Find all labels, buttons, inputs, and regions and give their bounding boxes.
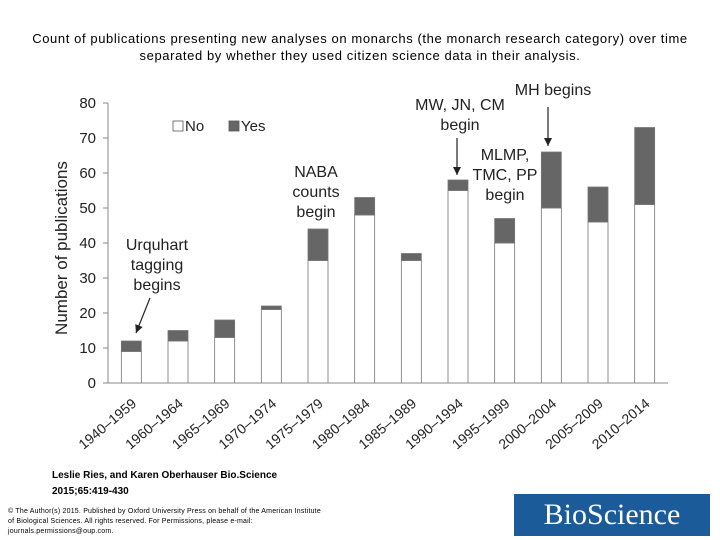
annotation-arrowhead bbox=[135, 324, 143, 333]
annotation-text: Urquhart bbox=[126, 237, 189, 254]
copyright-line-3: journals.permissions@oup.com. bbox=[8, 528, 114, 535]
bar-yes bbox=[634, 127, 656, 205]
stacked-bar-chart: 0 10 20 30 40 50 60 70 80 1940–19591960–19641965… bbox=[52, 82, 668, 452]
bar-no bbox=[354, 214, 376, 384]
annotation-text: NABA bbox=[294, 164, 338, 181]
legend-swatch-yes bbox=[228, 120, 240, 132]
y-tick-label: 0 bbox=[88, 375, 96, 392]
annotation-text: counts bbox=[292, 184, 339, 201]
annotation-text: MLMP, bbox=[481, 147, 530, 164]
bar-no bbox=[260, 309, 282, 384]
bar-no bbox=[494, 242, 516, 384]
bar-yes bbox=[167, 330, 189, 342]
y-tick-label: 50 bbox=[79, 200, 96, 217]
y-tick-label: 60 bbox=[79, 165, 96, 182]
bar-yes bbox=[494, 218, 516, 244]
bar-yes bbox=[120, 340, 142, 352]
bar-no bbox=[587, 221, 609, 384]
annotation-arrowhead bbox=[453, 167, 461, 175]
legend-label-yes: Yes bbox=[241, 118, 265, 135]
bar-yes bbox=[214, 319, 236, 338]
bar-no bbox=[120, 351, 142, 384]
page-title: Count of publications presenting new ana… bbox=[32, 31, 688, 63]
bar-yes bbox=[447, 179, 469, 191]
y-tick-label: 80 bbox=[79, 95, 96, 112]
annotation-arrowhead bbox=[544, 138, 552, 146]
y-axis: 0 10 20 30 40 50 60 70 80 bbox=[79, 95, 109, 392]
annotation-text: MW, JN, CM bbox=[415, 97, 505, 114]
copyright-line-1: © The Author(s) 2015. Published by Oxfor… bbox=[8, 508, 321, 515]
copyright-notice: © The Author(s) 2015. Published by Oxfor… bbox=[8, 507, 408, 537]
annotation-text: TMC, PP bbox=[473, 167, 538, 184]
bar-yes bbox=[354, 197, 376, 216]
bar-no bbox=[540, 207, 562, 384]
annotations: Urquhart tagging begins NABA counts begin MW, … bbox=[126, 82, 591, 334]
y-tick-label: 30 bbox=[79, 270, 96, 287]
x-axis: 1940–19591960–19641965–19691970–19741975… bbox=[75, 382, 668, 452]
legend-swatch-no bbox=[172, 120, 184, 132]
bioscience-logo: BioScience bbox=[514, 494, 710, 536]
credit-authors: Leslie Ries, and Karen Oberhauser Bio.Sc… bbox=[52, 470, 278, 481]
bar-no bbox=[400, 260, 422, 384]
annotation-text: MH begins bbox=[515, 82, 591, 99]
bar-no bbox=[634, 204, 656, 384]
bar-no bbox=[214, 337, 236, 384]
bar-no bbox=[447, 190, 469, 384]
legend-label-no: No bbox=[185, 118, 204, 135]
y-tick-label: 20 bbox=[79, 305, 96, 322]
annotation-text: begin bbox=[440, 117, 479, 134]
annotation-text: begins bbox=[133, 277, 180, 294]
y-tick-label: 10 bbox=[79, 340, 96, 357]
y-axis-label: Number of publications bbox=[52, 161, 71, 335]
annotation-text: tagging bbox=[131, 257, 184, 274]
annotation-text: begin bbox=[485, 187, 524, 204]
bar-yes bbox=[400, 253, 422, 261]
bars bbox=[120, 127, 656, 384]
y-tick-label: 40 bbox=[79, 235, 96, 252]
bar-yes bbox=[260, 305, 282, 310]
legend: No Yes bbox=[172, 118, 265, 135]
bar-no bbox=[307, 260, 329, 384]
bar-no bbox=[167, 340, 189, 384]
annotation-text: begin bbox=[296, 204, 335, 221]
credit-citation: 2015;65:419-430 bbox=[52, 486, 129, 497]
bar-yes bbox=[307, 228, 329, 261]
copyright-line-2: of Biological Sciences. All rights reser… bbox=[8, 518, 253, 525]
bar-yes bbox=[540, 151, 562, 209]
y-tick-label: 70 bbox=[79, 130, 96, 147]
bar-yes bbox=[587, 186, 609, 223]
credit-block: Leslie Ries, and Karen Oberhauser Bio.Sc… bbox=[52, 468, 352, 500]
